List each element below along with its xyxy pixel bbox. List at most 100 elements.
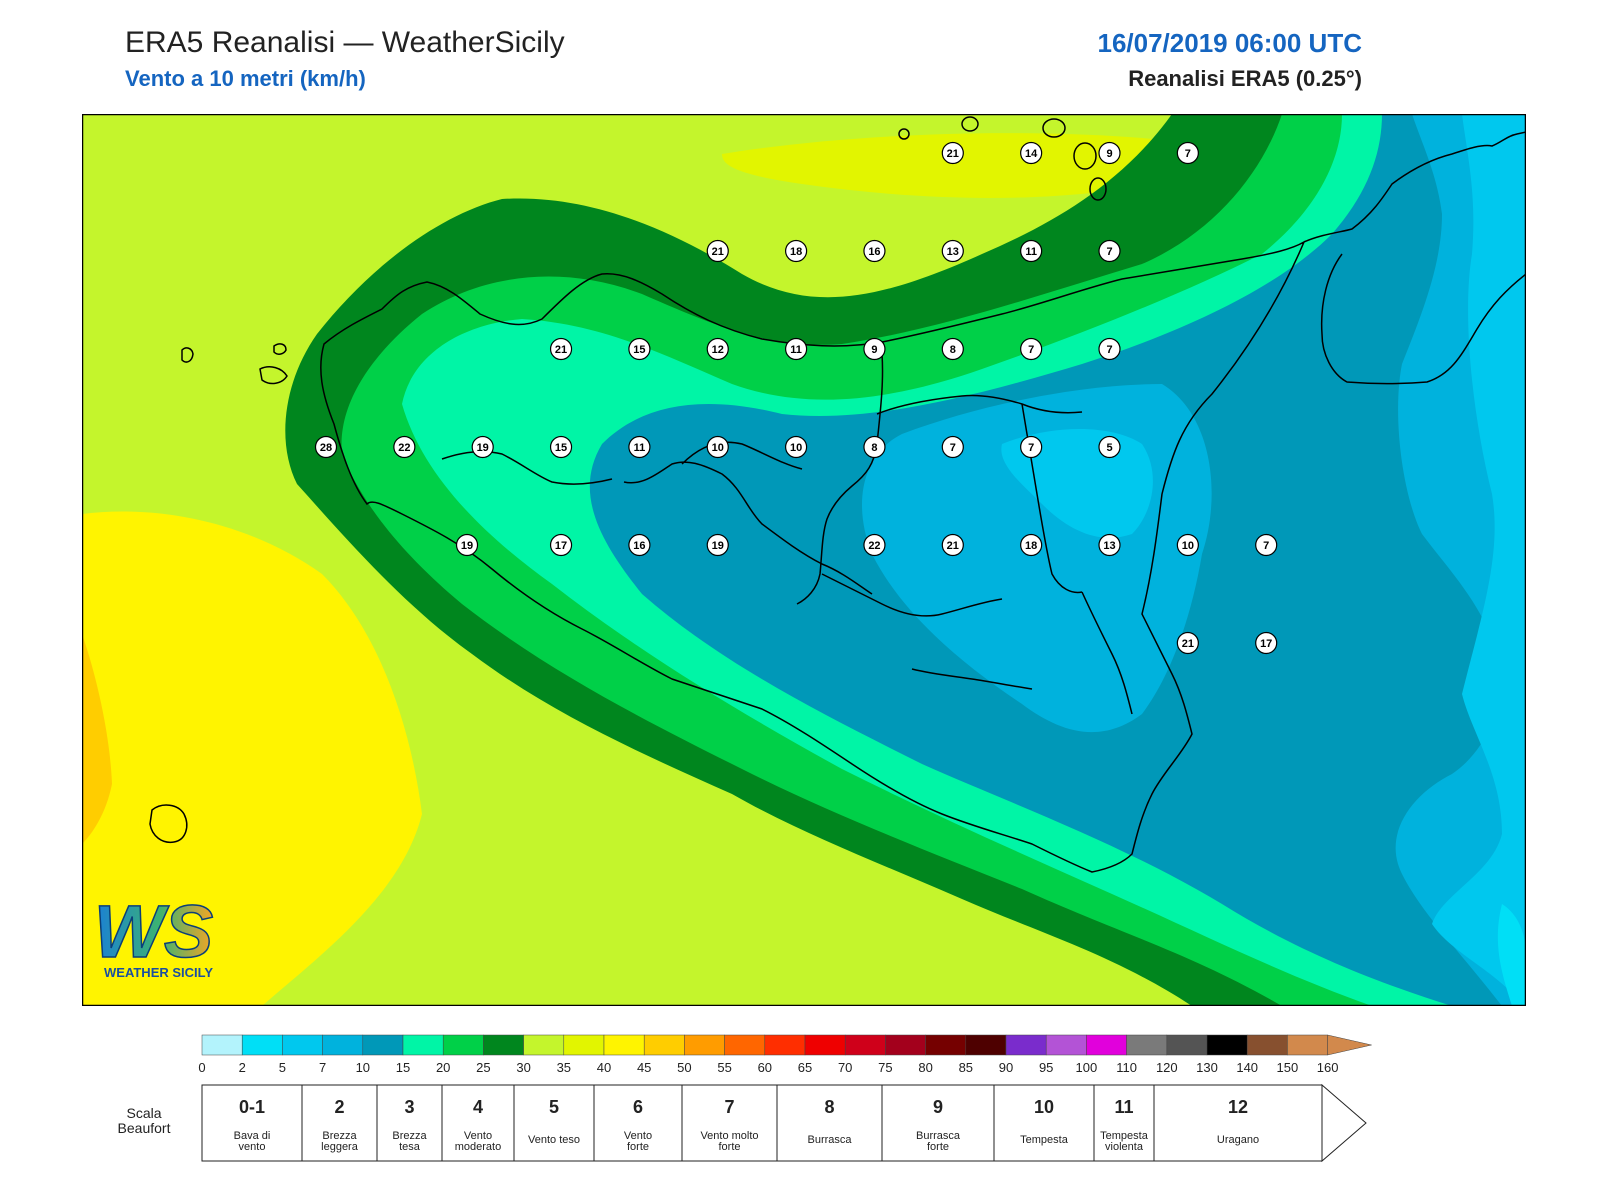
colorbar-swatch <box>1166 1034 1208 1056</box>
calabria-coast <box>1303 131 1526 385</box>
station-marker: 11 <box>1020 239 1043 263</box>
beaufort-cell: 9 Burrasca forte <box>881 1084 995 1162</box>
beaufort-number: 12 <box>1228 1097 1248 1117</box>
station-circle <box>1020 337 1043 361</box>
legend-panel: 0 2 5 7 10 15 20 25 30 35 40 45 50 55 60 65 70 75 80 85 90 95… <box>118 1034 1372 1163</box>
wind-map: 19 17 16 19 22 21 18 13 10 7 28 22 19 15 11 10 10 8 7 7 5 21 1… <box>82 114 1526 1006</box>
station-value: 14 <box>1025 148 1038 160</box>
station-circle <box>628 435 651 459</box>
forecast-datetime: 16/07/2019 06:00 UTC <box>1097 28 1362 58</box>
station-marker: 28 <box>314 435 338 459</box>
beaufort-name: Vento forte <box>624 1130 652 1153</box>
station-circle <box>471 435 494 459</box>
station-value: 11 <box>634 442 646 454</box>
station-circle <box>455 533 479 557</box>
station-circle <box>941 435 964 459</box>
station-marker: 9 <box>1098 141 1121 165</box>
colorbar-tick: 50 <box>677 1060 691 1075</box>
station-value: 18 <box>790 246 802 258</box>
beaufort-cell: 2 Brezza leggera <box>301 1084 378 1162</box>
station-circle <box>1255 631 1278 655</box>
beaufort-cell-box <box>376 1084 443 1162</box>
colorbar-swatch <box>724 1034 766 1056</box>
station-marker: 7 <box>1255 533 1278 557</box>
colorbar-tick: 30 <box>516 1060 530 1075</box>
beaufort-number: 2 <box>334 1097 344 1117</box>
beaufort-cell-box <box>301 1084 378 1162</box>
station-value: 28 <box>320 442 332 454</box>
station-circle <box>314 435 338 459</box>
station-value: 17 <box>1260 638 1272 650</box>
station-marker: 19 <box>706 533 729 557</box>
station-circle <box>628 533 651 557</box>
beaufort-name: Tempesta violenta <box>1100 1130 1149 1153</box>
station-value: 8 <box>950 344 956 356</box>
station-value: 7 <box>1106 246 1112 258</box>
station-marker: 15 <box>549 435 573 459</box>
data-source: Reanalisi ERA5 (0.25°) <box>1128 66 1362 91</box>
station-circle <box>784 435 808 459</box>
colorbar-swatch <box>1005 1034 1047 1056</box>
colorbar-swatch <box>684 1034 725 1056</box>
station-marker: 13 <box>1098 533 1121 557</box>
colorbar-tick: 35 <box>557 1060 571 1075</box>
wind-field-2-5 <box>1497 904 1526 1006</box>
colorbar-swatch <box>844 1034 886 1056</box>
station-circle <box>1020 533 1043 557</box>
beaufort-cell: 10 Tempesta <box>993 1084 1095 1162</box>
station-circle <box>941 141 964 165</box>
station-marker: 21 <box>1176 631 1199 655</box>
beaufort-cell-box <box>513 1084 595 1162</box>
station-value: 13 <box>947 246 959 258</box>
station-value: 13 <box>1103 540 1115 552</box>
logo-name: WEATHER SICILY <box>104 965 213 980</box>
station-circle <box>1098 239 1121 263</box>
station-value: 9 <box>1106 148 1112 160</box>
colorbar-tick: 120 <box>1156 1060 1178 1075</box>
station-value: 19 <box>712 540 724 552</box>
beaufort-cell: 0-1 Bava di vento <box>201 1084 303 1162</box>
pantelleria-island <box>149 804 188 844</box>
colorbar-swatch <box>643 1034 685 1056</box>
station-marker: 19 <box>471 435 494 459</box>
colorbar-swatch <box>1126 1034 1168 1056</box>
beaufort-name: Burrasca <box>807 1134 852 1146</box>
beaufort-number: 10 <box>1034 1097 1054 1117</box>
beaufort-number: 3 <box>404 1097 414 1117</box>
station-circle <box>549 435 573 459</box>
colorbar-swatch <box>1086 1034 1127 1056</box>
station-marker: 21 <box>549 337 573 361</box>
station-value: 7 <box>1263 540 1269 552</box>
colorbar-tick: 25 <box>476 1060 490 1075</box>
colorbar-tick: 110 <box>1116 1060 1137 1075</box>
station-marker: 11 <box>784 337 808 361</box>
beaufort-name: Brezza tesa <box>392 1130 427 1153</box>
station-value: 22 <box>398 442 410 454</box>
colorbar-tick: 20 <box>436 1060 450 1075</box>
colorbar-tick: 55 <box>717 1060 731 1075</box>
colorbar-tick: 160 <box>1317 1060 1339 1075</box>
beaufort-cell-box <box>881 1084 995 1162</box>
station-circle <box>706 337 729 361</box>
wind-speed-colorbar: 0 2 5 7 10 15 20 25 30 35 40 45 50 55 60 65 70 75 80 85 90 95… <box>198 1034 1372 1075</box>
colorbar-tick: 40 <box>597 1060 611 1075</box>
colorbar-swatch <box>241 1034 283 1056</box>
colorbar-swatch <box>442 1034 484 1056</box>
station-marker: 18 <box>1020 533 1043 557</box>
wind-field-east-5-7 <box>1432 114 1526 1006</box>
beaufort-cell-box <box>776 1084 883 1162</box>
beaufort-cell-box <box>201 1084 303 1162</box>
station-circle <box>1098 337 1121 361</box>
logo-initials: WS <box>94 890 213 973</box>
colorbar-swatch <box>885 1034 926 1056</box>
station-circle <box>706 435 729 459</box>
station-circle <box>784 239 808 263</box>
beaufort-number: 4 <box>473 1097 483 1117</box>
beaufort-cell-box <box>993 1084 1095 1162</box>
beaufort-name: Brezza leggera <box>321 1130 359 1153</box>
station-value: 21 <box>712 246 724 258</box>
station-value: 15 <box>555 442 567 454</box>
weathersicily-logo: WS WEATHER SICILY <box>93 889 214 980</box>
colorbar-swatch <box>362 1034 404 1056</box>
beaufort-cell: 4 Vento moderato <box>441 1084 515 1162</box>
